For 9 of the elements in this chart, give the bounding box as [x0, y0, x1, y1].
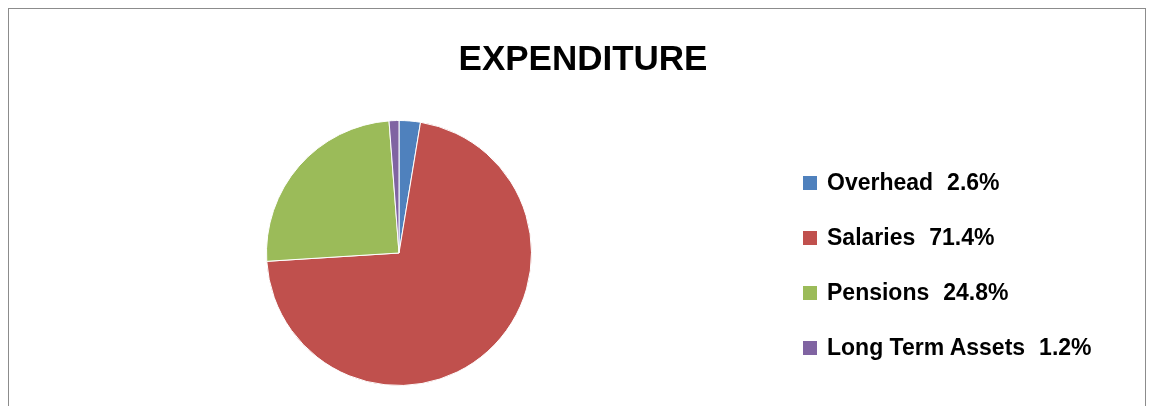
data-label: 71.4%: [929, 224, 995, 251]
data-label: 2.6%: [947, 169, 1000, 196]
legend-label: Pensions: [827, 279, 930, 306]
legend-label: Long Term Assets: [827, 334, 1026, 361]
data-label: 24.8%: [943, 279, 1009, 306]
legend-label: Overhead: [827, 169, 934, 196]
data-label: 1.2%: [1039, 334, 1092, 361]
legend-label: Salaries: [827, 224, 916, 251]
chart-title: EXPENDITURE: [457, 38, 709, 78]
